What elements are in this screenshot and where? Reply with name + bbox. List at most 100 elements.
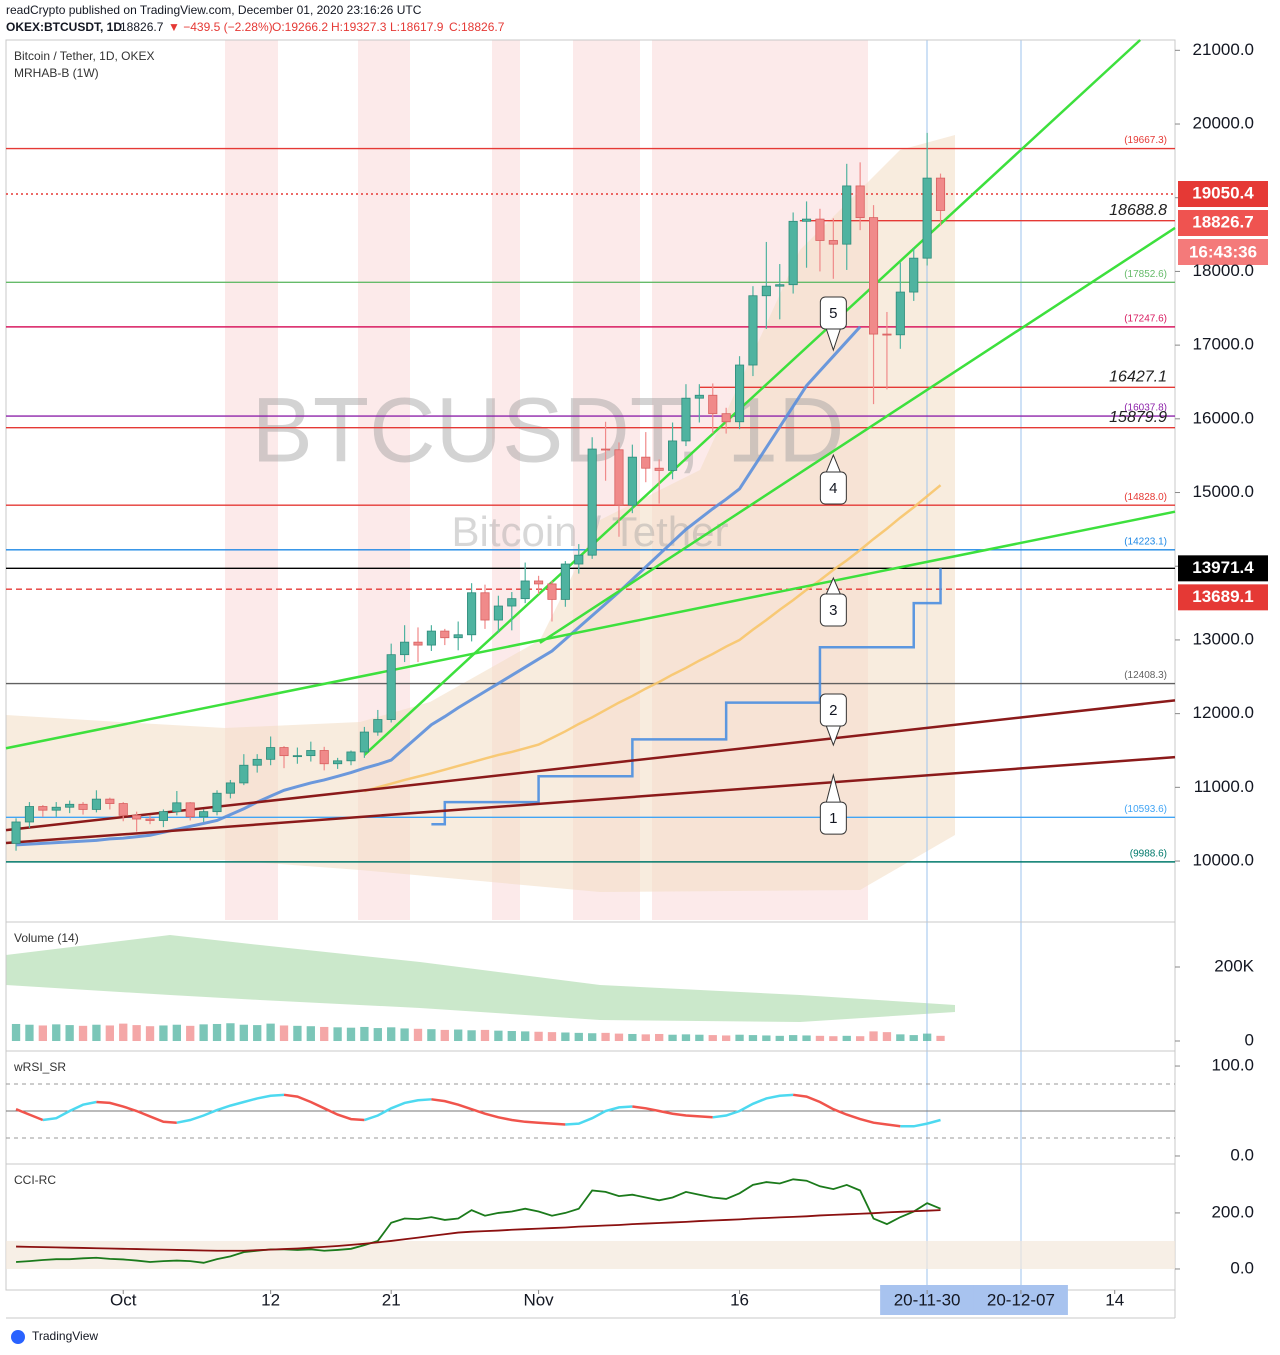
candle-body — [91, 798, 101, 810]
price-badge-label: 19050.4 — [1192, 183, 1254, 202]
y-tick-label: 15000.0 — [1193, 482, 1254, 501]
volume-bar — [119, 1023, 128, 1042]
candle-body — [788, 220, 798, 286]
volume-bar — [668, 1034, 677, 1042]
price-badge — [1178, 210, 1268, 237]
rsi-line — [42, 1100, 97, 1122]
rsi-line — [283, 1093, 365, 1122]
price-badge-label: 18826.7 — [1192, 212, 1253, 231]
volume-bar — [802, 1035, 811, 1042]
callout-label: 5 — [829, 305, 837, 322]
price-badge — [1178, 181, 1268, 208]
candle-body — [601, 448, 611, 451]
level-label: (17247.6) — [1124, 314, 1167, 325]
rsi-line — [15, 1108, 44, 1122]
volume-bar — [735, 1034, 744, 1042]
level-label: (19667.3) — [1124, 135, 1167, 146]
volume-bar — [909, 1035, 918, 1042]
volume-bar — [440, 1029, 449, 1042]
volume-bar — [588, 1033, 597, 1042]
volume-bar — [467, 1030, 476, 1042]
cci-zone — [6, 1240, 1175, 1269]
volume-bar — [708, 1035, 717, 1042]
volume-bar — [882, 1032, 892, 1042]
candle-body — [842, 185, 852, 245]
candle-body — [467, 592, 477, 636]
candle-body — [708, 394, 718, 415]
callout-label: 4 — [829, 480, 837, 497]
candle-body — [306, 750, 316, 757]
volume-bar — [92, 1024, 101, 1042]
volume-bar — [172, 1024, 181, 1042]
volume-bar — [427, 1029, 436, 1042]
volume-bar — [279, 1025, 289, 1042]
candle-body — [694, 394, 704, 399]
pane-title: wRSI_SR — [13, 1060, 66, 1074]
volume-bar — [641, 1034, 650, 1042]
candle-body — [681, 397, 691, 442]
x-tick-label: 21 — [382, 1290, 401, 1309]
volume-bar — [25, 1024, 34, 1042]
volume-bar — [748, 1035, 758, 1042]
callout-box — [819, 296, 847, 330]
candle-body — [574, 554, 584, 565]
symbol: OKEX:BTCUSDT, 1D — [6, 20, 122, 34]
candle-body — [453, 634, 463, 639]
moving-average — [364, 484, 942, 793]
volume-bar — [320, 1026, 329, 1042]
ohlc: O:19266.2 — [272, 20, 328, 34]
y-tick-label: 0 — [1245, 1030, 1254, 1049]
candle-body — [65, 803, 75, 808]
level-label: (10593.6) — [1124, 804, 1167, 815]
volume-bar — [159, 1025, 168, 1042]
volume-bar — [775, 1035, 784, 1042]
candle-body — [440, 630, 450, 639]
watermark: BTCUSDT, 1D — [252, 379, 845, 481]
candle-body — [132, 814, 142, 820]
volume-band — [6, 935, 955, 1022]
trend-line — [363, 39, 1142, 756]
publisher: readCrypto published on TradingView.com,… — [6, 3, 422, 17]
logo — [11, 1330, 25, 1344]
callout-pointer — [825, 773, 841, 803]
volume-bar — [454, 1029, 463, 1042]
change: ▼ −439.5 (−2.28%) — [168, 20, 273, 34]
callout-box — [819, 593, 847, 627]
rsi-line — [712, 1093, 794, 1119]
band-fill — [6, 135, 955, 892]
price-badge-label: 13689.1 — [1192, 587, 1253, 606]
level-label: 16427.1 — [1109, 369, 1167, 386]
y-tick-label: 20000.0 — [1193, 114, 1254, 133]
candle-body — [386, 654, 396, 720]
volume-bar — [574, 1032, 583, 1042]
rsi-line — [792, 1093, 901, 1128]
candle-body — [654, 467, 664, 471]
volume-bar — [815, 1035, 825, 1042]
candle-body — [24, 806, 35, 823]
candle-body — [373, 719, 383, 733]
volume-bar — [373, 1028, 382, 1042]
pane-borders — [5, 39, 1176, 1319]
volume-bar — [387, 1027, 396, 1042]
ohlc: L:18617.9 — [390, 20, 444, 34]
cci-line — [15, 1178, 941, 1264]
volume-bar — [762, 1035, 771, 1042]
y-tick-label: 13000.0 — [1193, 629, 1254, 648]
candle-body — [627, 456, 637, 506]
volume-bar — [105, 1025, 114, 1042]
volume-bar — [547, 1032, 557, 1042]
level-label: (9988.6) — [1130, 849, 1167, 860]
volume-bar — [534, 1031, 543, 1042]
candle-body — [212, 792, 222, 813]
callout-label: 1 — [829, 810, 837, 827]
candle-body — [560, 563, 570, 600]
candle-body — [520, 580, 530, 600]
cci-line — [16, 1209, 941, 1252]
volume-bar — [869, 1031, 878, 1042]
volume-bar — [52, 1024, 61, 1042]
volume-bar — [695, 1034, 704, 1042]
candle-body — [721, 413, 731, 423]
candle-body — [587, 448, 597, 556]
callout-box — [819, 471, 847, 505]
volume-bar — [788, 1035, 798, 1042]
